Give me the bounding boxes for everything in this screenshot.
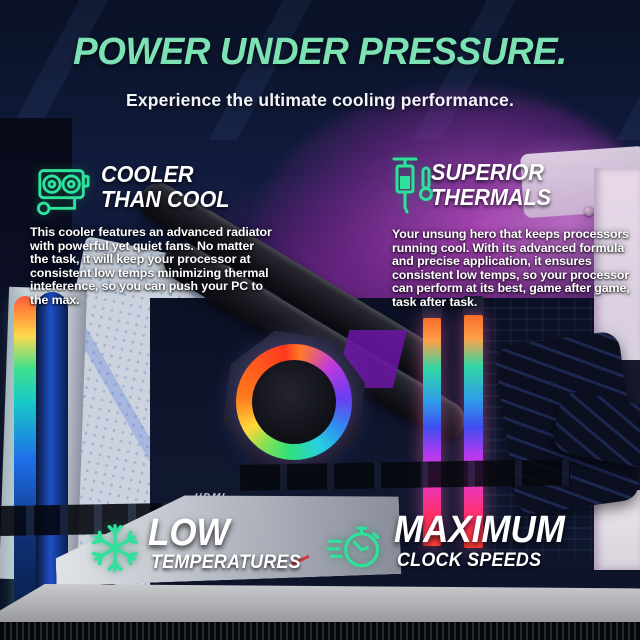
feature-heading-cooler: COOLER THAN COOL [101,162,230,212]
feature-body-thermals: Your unsung hero that keeps processors r… [392,227,630,309]
rgb-ram-stick [423,318,441,546]
badge-title-low: LOW [148,512,230,554]
screw-icon [584,206,594,216]
rgb-light-strip [14,296,36,626]
badge-subtitle-clock-speeds: CLOCK SPEEDS [397,550,542,571]
ram-stick-top [463,296,484,316]
feature-heading-line2: THAN COOL [101,186,230,212]
heatsink-fins [0,622,640,640]
page-title: POWER UNDER PRESSURE. [73,31,567,73]
aio-pump-core [252,360,336,444]
feature-body-cooler: This cooler features an advanced radiato… [30,225,272,307]
badge-subtitle-temperatures: TEMPERATURES [151,552,301,573]
page-subtitle: Experience the ultimate cooling performa… [125,90,515,110]
background-shadow-left [0,118,72,313]
thermal-paste-syringe-icon [388,154,436,218]
stopwatch-icon [326,517,386,575]
badge-title-maximum: MAXIMUM [394,509,565,551]
feature-heading-line2: THERMALS [431,184,552,210]
ram-stick-top [422,299,442,319]
feature-heading-thermals: SUPERIOR THERMALS [431,160,551,210]
feature-heading-line1: COOLER [101,161,194,187]
rgb-ram-stick [464,315,483,548]
case-shroud-bar [0,584,640,628]
snowflake-icon [88,521,142,575]
feature-heading-line1: SUPERIOR [431,159,544,185]
radiator-fans-icon [34,160,92,218]
